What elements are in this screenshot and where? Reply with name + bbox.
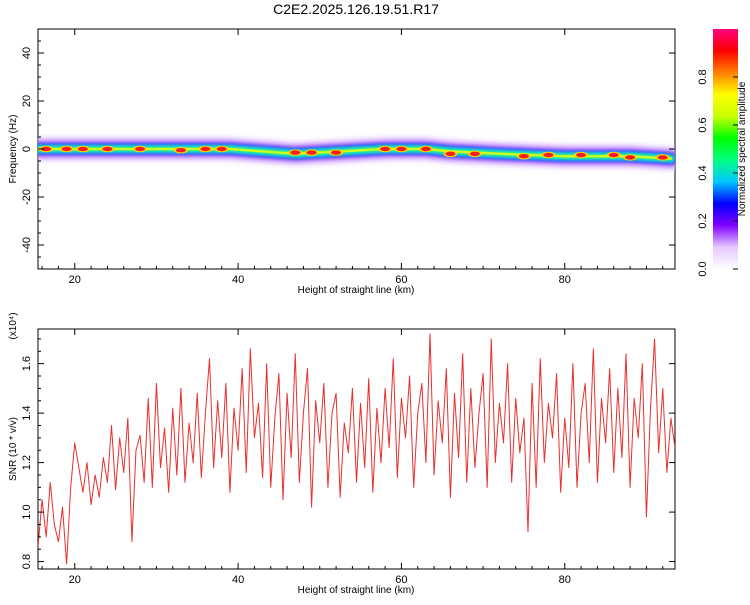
snr-y-tick-label: 0.8 (21, 554, 33, 569)
spectrogram-y-axis-label: Frequency (Hz) (8, 115, 19, 184)
spectrogram-y-tick-label: 40 (21, 47, 33, 59)
spectrogram-peak (200, 146, 211, 152)
spectrogram-peak (135, 146, 146, 152)
colorbar: 0.0 0.2 0.4 0.6 0.8 Normalized spectral ampl… (697, 29, 748, 277)
spectrogram-y-tick-label: -40 (21, 237, 33, 253)
spectrogram-x-tick-label: 60 (395, 274, 407, 286)
spectrogram-peak (331, 150, 342, 155)
spectrogram-peak (420, 146, 431, 152)
snr-axes: 20 40 60 80 0.8 1.0 1.2 1.4 1.6 (21, 329, 675, 586)
colorbar-tick-label: 0.4 (697, 165, 709, 180)
spectrogram-x-tick-label: 20 (69, 274, 81, 286)
spectrogram-peak (216, 146, 227, 152)
colorbar-ticks: 0.0 0.2 0.4 0.6 0.8 (697, 69, 738, 277)
colorbar-tick-label: 0.2 (697, 213, 709, 228)
snr-y-tick-label: 1.2 (21, 455, 33, 470)
snr-y-tick-label: 1.6 (21, 356, 33, 371)
spectrogram-x-tick-label: 80 (559, 274, 571, 286)
spectrogram-peak (469, 151, 480, 156)
snr-x-axis-label: Height of straight line (km) (298, 585, 415, 596)
snr-x-tick-label: 60 (395, 574, 407, 586)
snr-y-scale-label: (x10⁴) (8, 312, 19, 339)
spectrogram-peak (61, 146, 72, 152)
snr-plot-area (37, 328, 676, 570)
snr-y-tick-label: 1.0 (21, 504, 33, 519)
spectrogram-x-axis-label: Height of straight line (km) (298, 285, 415, 296)
spectrogram-peak (77, 146, 88, 152)
spectrogram-peak (380, 146, 391, 152)
snr-series-line (38, 333, 675, 565)
spectrogram-peak (576, 152, 587, 158)
snr-panel: 20 40 60 80 0.8 1.0 1.2 1.4 1.6 Height of straig… (8, 312, 676, 596)
snr-x-tick-label: 20 (69, 574, 81, 586)
spectrogram-axes: 20 40 60 80 40 20 0 -20 -40 (21, 29, 675, 286)
spectrogram-peak (518, 154, 529, 159)
spectrogram-peak (175, 148, 186, 153)
spectrogram-y-tick-label: 20 (21, 95, 33, 107)
colorbar-tick-label: 0.0 (697, 261, 709, 276)
colorbar-gradient (713, 29, 738, 269)
spectrogram-peak (41, 146, 52, 152)
spectrogram-peak (102, 146, 113, 152)
spectrogram-peak (625, 155, 636, 160)
spectrogram-peak (608, 152, 619, 158)
spectrogram-y-tick-label: -20 (21, 189, 33, 205)
snr-x-tick-label: 80 (559, 574, 571, 586)
spectrogram-peak (543, 152, 554, 158)
snr-y-axis-label: SNR (10 * v/v) (8, 417, 19, 481)
spectrogram-band-yellowgreen (38, 147, 673, 160)
spectrogram-y-tick-label: 0 (21, 146, 33, 152)
spectrogram-peak (445, 151, 456, 156)
spectrogram-peak (306, 150, 317, 155)
chart-title: C2E2.2025.126.19.51.R17 (273, 1, 439, 17)
colorbar-label: Normalized spectral amplitude (737, 81, 748, 216)
spectrogram-peak (396, 146, 407, 152)
colorbar-tick-label: 0.8 (697, 69, 709, 84)
spectrogram-peak (657, 155, 668, 160)
snr-content (38, 333, 675, 565)
spectrogram-content (38, 137, 675, 171)
colorbar-tick-label: 0.6 (697, 117, 709, 132)
spectrogram-x-tick-label: 40 (232, 274, 244, 286)
spectrogram-panel: 20 40 60 80 40 20 0 -20 -40 Height of straight l… (8, 28, 676, 296)
snr-x-tick-label: 40 (232, 574, 244, 586)
snr-y-tick-label: 1.4 (21, 405, 33, 420)
spectrogram-peak (290, 150, 301, 155)
